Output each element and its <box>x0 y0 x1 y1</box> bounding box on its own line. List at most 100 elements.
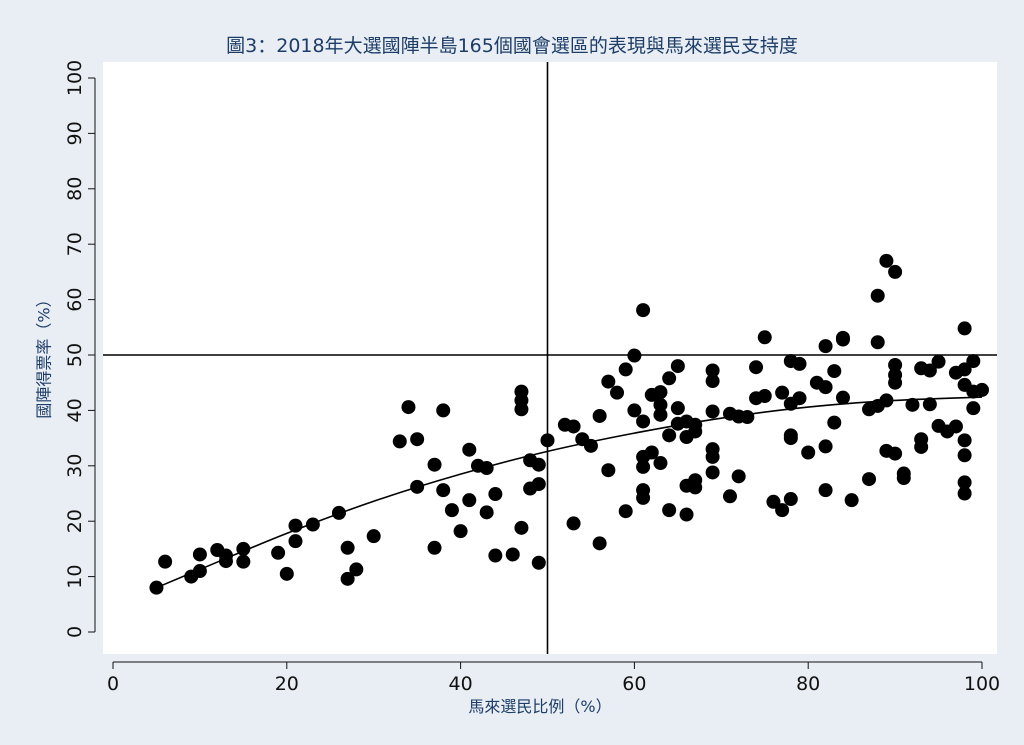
data-point <box>931 354 946 369</box>
y-tick-label: 70 <box>64 232 86 256</box>
data-point <box>870 335 885 350</box>
y-axis: 0 10 20 30 40 50 60 70 80 90 100 <box>64 60 96 638</box>
data-point <box>392 434 407 449</box>
data-point <box>479 505 494 520</box>
data-point <box>757 388 772 403</box>
data-point <box>792 356 807 371</box>
fitted-curve <box>156 396 983 589</box>
data-points <box>149 253 989 595</box>
data-point <box>670 401 685 416</box>
data-point <box>705 465 720 480</box>
data-point <box>192 564 207 579</box>
data-point <box>601 374 616 389</box>
y-tick-label: 100 <box>64 60 86 96</box>
data-point <box>670 359 685 374</box>
data-point <box>818 439 833 454</box>
data-point <box>662 371 677 386</box>
data-point <box>775 385 790 400</box>
data-point <box>192 547 207 562</box>
data-point <box>427 540 442 555</box>
data-point <box>879 393 894 408</box>
data-point <box>488 548 503 563</box>
data-point <box>827 415 842 430</box>
data-point <box>514 402 529 417</box>
y-axis-title: 國陣得票率（%） <box>35 291 54 418</box>
data-point <box>636 459 651 474</box>
data-point <box>766 494 781 509</box>
data-point <box>879 253 894 268</box>
x-tick-label: 80 <box>796 673 820 695</box>
data-point <box>801 445 816 460</box>
x-axis-title: 馬來選民比例（%） <box>468 697 611 716</box>
data-point <box>870 288 885 303</box>
data-point <box>636 490 651 505</box>
y-tick-label: 60 <box>64 288 86 312</box>
x-tick-label: 40 <box>449 673 473 695</box>
data-point <box>636 414 651 429</box>
data-point <box>835 390 850 405</box>
data-point <box>705 404 720 419</box>
data-point <box>514 520 529 535</box>
data-point <box>444 503 459 518</box>
data-point <box>436 403 451 418</box>
data-point <box>783 431 798 446</box>
data-point <box>948 419 963 434</box>
data-point <box>462 493 477 508</box>
data-point <box>349 562 364 577</box>
data-point <box>975 382 989 397</box>
data-point <box>488 487 503 502</box>
data-point <box>288 534 303 549</box>
data-point <box>618 362 633 377</box>
plot-area <box>103 62 997 654</box>
data-point <box>305 517 320 532</box>
data-point <box>410 432 425 447</box>
y-tick-label: 80 <box>64 177 86 201</box>
y-tick-label: 40 <box>64 398 86 422</box>
data-point <box>835 332 850 347</box>
x-tick-label: 20 <box>275 673 299 695</box>
data-point <box>331 505 346 520</box>
chart-title: 圖3：2018年大選國陣半島165個國會選區的表現與馬來選民支持度 <box>226 35 798 57</box>
x-axis: 0 20 40 60 80 100 <box>107 661 1000 695</box>
data-point <box>888 375 903 390</box>
x-tick-label: 60 <box>622 673 646 695</box>
data-point <box>740 410 755 425</box>
data-point <box>957 321 972 336</box>
data-point <box>775 503 790 518</box>
data-point <box>236 554 251 569</box>
data-point <box>905 397 920 412</box>
data-point <box>410 479 425 494</box>
data-point <box>888 357 903 372</box>
data-point <box>783 492 798 507</box>
data-point <box>957 362 972 377</box>
data-point <box>340 540 355 555</box>
data-point <box>957 486 972 501</box>
data-point <box>679 507 694 522</box>
data-point <box>453 524 468 539</box>
data-point <box>749 360 764 375</box>
data-point <box>722 489 737 504</box>
data-point <box>531 477 546 492</box>
data-point <box>531 555 546 570</box>
data-point <box>531 457 546 472</box>
data-point <box>618 504 633 519</box>
data-point <box>653 385 668 400</box>
reference-lines <box>103 62 997 654</box>
data-point <box>592 408 607 423</box>
data-point <box>479 461 494 476</box>
data-point <box>566 516 581 531</box>
y-tick-label: 50 <box>64 343 86 367</box>
data-point <box>583 438 598 453</box>
data-point <box>922 363 937 378</box>
data-point <box>662 428 677 443</box>
y-tick-label: 0 <box>64 626 86 638</box>
data-point <box>705 363 720 378</box>
data-point <box>896 470 911 485</box>
data-point <box>792 391 807 406</box>
data-point <box>957 433 972 448</box>
data-point <box>436 483 451 498</box>
data-point <box>688 480 703 495</box>
data-point <box>705 374 720 389</box>
y-tick-label: 90 <box>64 121 86 145</box>
